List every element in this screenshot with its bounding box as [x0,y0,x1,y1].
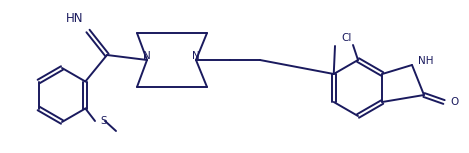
Text: S: S [100,116,106,126]
Text: O: O [450,97,458,107]
Text: N: N [192,51,200,61]
Text: NH: NH [418,56,433,66]
Text: HN: HN [66,11,84,24]
Text: Cl: Cl [342,33,352,43]
Text: N: N [143,51,151,61]
